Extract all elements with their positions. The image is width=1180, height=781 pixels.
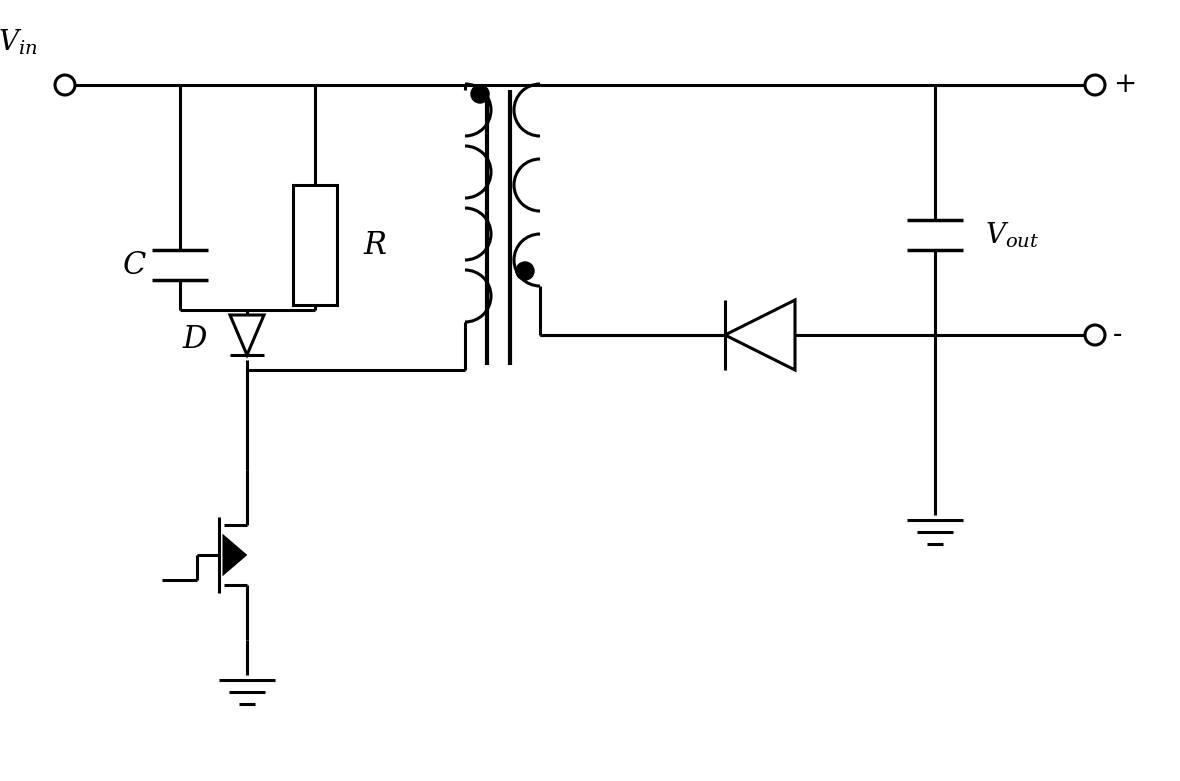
Text: $V_{in}$: $V_{in}$ bbox=[0, 27, 37, 57]
Text: C: C bbox=[124, 249, 146, 280]
Polygon shape bbox=[230, 315, 264, 355]
Text: $V_{out}$: $V_{out}$ bbox=[985, 220, 1040, 250]
Text: D: D bbox=[183, 324, 208, 355]
Circle shape bbox=[516, 262, 535, 280]
Polygon shape bbox=[725, 300, 795, 370]
Circle shape bbox=[471, 85, 489, 103]
Text: -: - bbox=[1113, 322, 1122, 348]
Text: R: R bbox=[363, 230, 386, 261]
Text: +: + bbox=[1113, 72, 1136, 98]
Bar bbox=[293, 185, 337, 305]
Polygon shape bbox=[224, 537, 245, 573]
